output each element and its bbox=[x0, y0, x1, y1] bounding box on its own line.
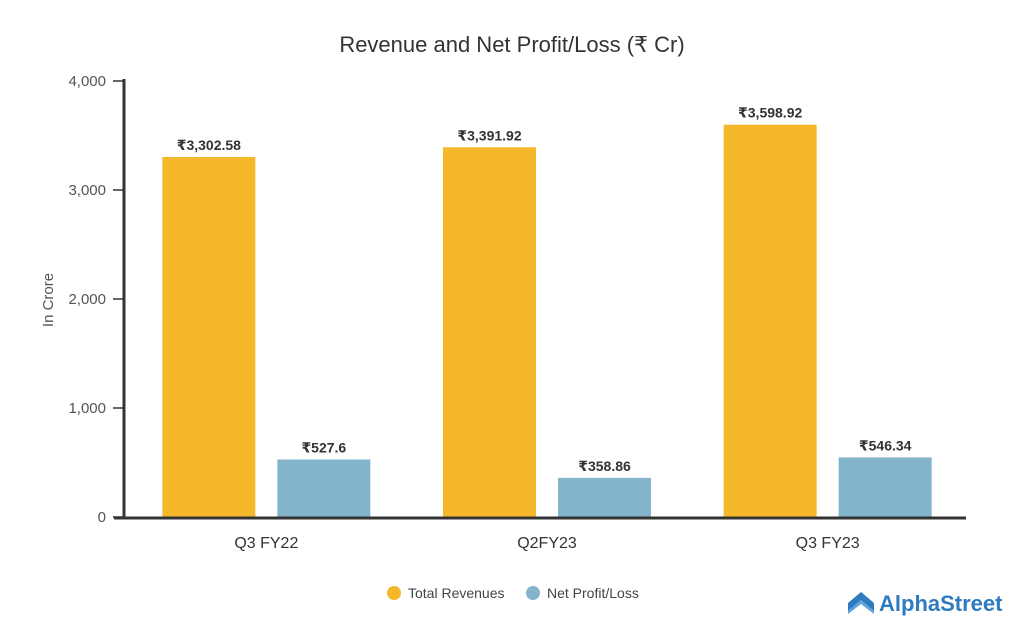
logo-text: AlphaStreet bbox=[879, 591, 1003, 616]
bars bbox=[162, 124, 932, 518]
data-label: ₹3,391.92 bbox=[457, 127, 521, 143]
alphastreet-logo: AlphaStreet bbox=[848, 591, 1003, 616]
data-label: ₹527.6 bbox=[301, 439, 346, 455]
legend-marker-icon bbox=[526, 586, 540, 600]
logo-chevron-icon bbox=[848, 592, 874, 614]
x-tick-label: Q3 FY22 bbox=[234, 535, 298, 552]
bar-net-profit-loss bbox=[277, 459, 371, 517]
y-tick-label: 0 bbox=[98, 509, 106, 526]
y-tick-label: 1,000 bbox=[68, 400, 106, 417]
legend-label: Total Revenues bbox=[408, 585, 505, 601]
x-axis: Q3 FY22 Q2FY23 Q3 FY23 bbox=[234, 535, 859, 552]
chart-title: Revenue and Net Profit/Loss (₹ Cr) bbox=[339, 32, 684, 57]
data-label: ₹358.86 bbox=[578, 458, 631, 474]
bar-total-revenues bbox=[723, 124, 817, 518]
x-tick-label: Q3 FY23 bbox=[796, 535, 860, 552]
bar-net-profit-loss bbox=[558, 477, 651, 517]
data-label: ₹3,598.92 bbox=[738, 105, 802, 121]
y-tick-label: 3,000 bbox=[68, 182, 106, 199]
legend-label: Net Profit/Loss bbox=[547, 585, 639, 601]
y-tick-label: 4,000 bbox=[68, 73, 106, 90]
y-axis: 0 1,000 2,000 3,000 4,000 bbox=[68, 73, 124, 526]
data-label: ₹546.34 bbox=[859, 437, 912, 453]
bar-net-profit-loss bbox=[838, 457, 932, 517]
bar-total-revenues bbox=[443, 147, 536, 518]
bar-total-revenues bbox=[162, 157, 256, 517]
x-tick-label: Q2FY23 bbox=[517, 535, 577, 552]
data-labels: ₹3,302.58 ₹527.6 ₹3,391.92 ₹358.86 ₹3,598.92… bbox=[177, 105, 912, 474]
y-tick-label: 2,000 bbox=[68, 291, 106, 308]
y-axis-label: In Crore bbox=[40, 273, 57, 327]
legend: Total Revenues Net Profit/Loss bbox=[387, 585, 639, 601]
legend-marker-icon bbox=[387, 586, 401, 600]
data-label: ₹3,302.58 bbox=[177, 137, 241, 153]
